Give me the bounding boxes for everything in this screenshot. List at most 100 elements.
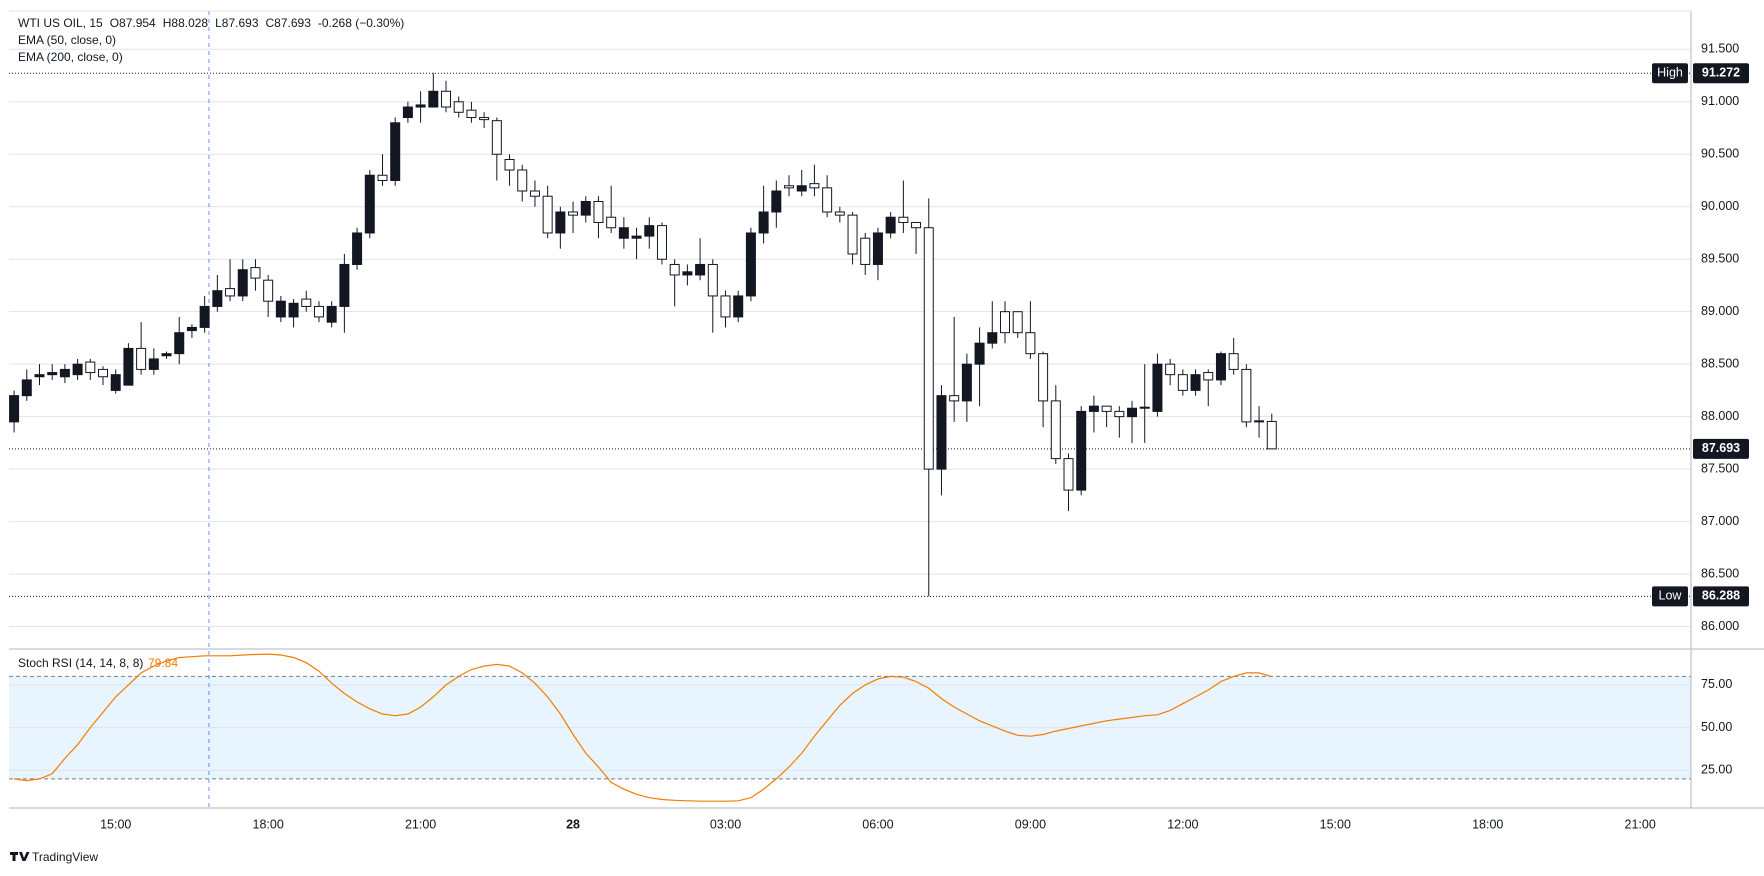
candle-body (1177, 374, 1188, 391)
candle-body (1063, 458, 1074, 491)
y-tick-label: 89.500 (1701, 252, 1739, 266)
candle-body (263, 279, 274, 302)
candle-body (517, 169, 528, 192)
x-tick-label: 12:00 (1167, 817, 1198, 831)
ohlc-value: -0.268 (−0.30%) (318, 16, 404, 30)
candle-body (1101, 405, 1112, 412)
candle-body (390, 122, 401, 181)
candle-body (834, 211, 845, 216)
candle-body (212, 290, 223, 307)
candle-body (809, 183, 820, 189)
candle-body (542, 195, 553, 234)
high-value-label: 91.272 (1702, 66, 1740, 80)
candle-body (1012, 311, 1023, 334)
candle-body (1190, 374, 1201, 391)
indicator-label: EMA (50, close, 0) (18, 33, 116, 47)
candle-body (402, 106, 413, 119)
stoch-rsi-line (14, 653, 1272, 802)
candle-body (1088, 405, 1099, 412)
x-tick-label: 09:00 (1015, 817, 1046, 831)
symbol: WTI US OIL, 15 (18, 16, 103, 30)
candle-body (479, 117, 490, 121)
candle-body (529, 190, 540, 197)
candle-body (593, 200, 604, 223)
candle-body (720, 295, 731, 318)
candle-body (1038, 353, 1049, 402)
footer-brand: TradingView (32, 850, 98, 864)
candle-body (606, 216, 617, 229)
candle-body (98, 368, 109, 378)
candle-body (1165, 363, 1176, 376)
candle-body (441, 90, 452, 108)
stoch-last-value: 79.84 (148, 656, 178, 670)
plot-layer: 12:0015:0018:0021:002803:0006:0009:0012:… (9, 11, 1691, 831)
x-tick-label: 15:00 (1320, 817, 1351, 831)
candle-body (644, 225, 655, 237)
ohlc-value: C87.693 (266, 16, 312, 30)
candle-body (237, 269, 248, 297)
low-tag-label: Low (1659, 589, 1683, 603)
x-tick-label: 15:00 (100, 817, 131, 831)
candle-body (631, 235, 642, 239)
candle-body (618, 227, 629, 239)
candle-body (949, 395, 960, 402)
candle-body (9, 395, 20, 423)
y-tick-label: 87.500 (1701, 461, 1739, 475)
candle-body (898, 216, 909, 223)
candle-body (313, 305, 324, 318)
candle-body (301, 298, 312, 307)
y-tick-label: 90.000 (1701, 199, 1739, 213)
x-tick-label: 06:00 (862, 817, 893, 831)
candle-body (186, 326, 197, 332)
candle-body (695, 263, 706, 276)
ohlc-value: H88.028 (163, 16, 209, 30)
candle-body (707, 263, 718, 297)
candle-body (326, 305, 337, 323)
candle-body (47, 372, 58, 376)
candle-body (974, 342, 985, 365)
candle-body (1203, 372, 1214, 381)
low-value-tag (1693, 586, 1749, 607)
y-tick-label: 86.000 (1701, 619, 1739, 633)
candle-body (580, 200, 591, 216)
stoch-title: Stoch RSI (14, 14, 8, 8) (18, 656, 143, 670)
candle-body (923, 227, 934, 470)
y-tick-label: 91.500 (1701, 42, 1739, 56)
candle-body (72, 363, 83, 376)
candle-body (1139, 406, 1150, 409)
candle-body (1266, 420, 1277, 450)
candle-body (199, 305, 210, 328)
y-tick-label: 50.00 (1701, 720, 1732, 734)
candle-body (364, 174, 375, 234)
x-tick-label: 28 (566, 817, 580, 831)
x-tick-label: 21:00 (405, 817, 436, 831)
candle-body (656, 225, 667, 260)
ohlc-value: O87.954 (110, 16, 156, 30)
candle-body (148, 358, 159, 370)
candle-body (428, 90, 439, 108)
high-value-tag (1693, 63, 1749, 84)
candle-body (936, 395, 947, 470)
x-tick-label: 18:00 (253, 817, 284, 831)
candle-body (504, 159, 515, 171)
y-tick-label: 87.000 (1701, 514, 1739, 528)
candle-body (453, 101, 464, 113)
candle-body (733, 295, 744, 318)
indicator-label: EMA (200, close, 0) (18, 50, 123, 64)
candle-body (59, 368, 70, 378)
tradingview-logo (10, 852, 30, 861)
candle-body (860, 237, 871, 265)
candle-body (1241, 368, 1252, 423)
axes-layer: 86.000 86.500 87.000 87.500 88.000 88.500 89.0… (148, 42, 1749, 777)
candle-body (1228, 353, 1239, 370)
low-value-label: 86.288 (1702, 589, 1740, 603)
x-tick-label: 18:00 (1472, 817, 1503, 831)
candle-body (275, 300, 286, 318)
candle-body (123, 347, 134, 386)
high-tag (1652, 63, 1688, 84)
candle-body (1152, 363, 1163, 412)
candle-body (352, 232, 363, 265)
x-tick-label: 21:00 (1625, 817, 1656, 831)
y-tick-label: 88.000 (1701, 409, 1739, 423)
